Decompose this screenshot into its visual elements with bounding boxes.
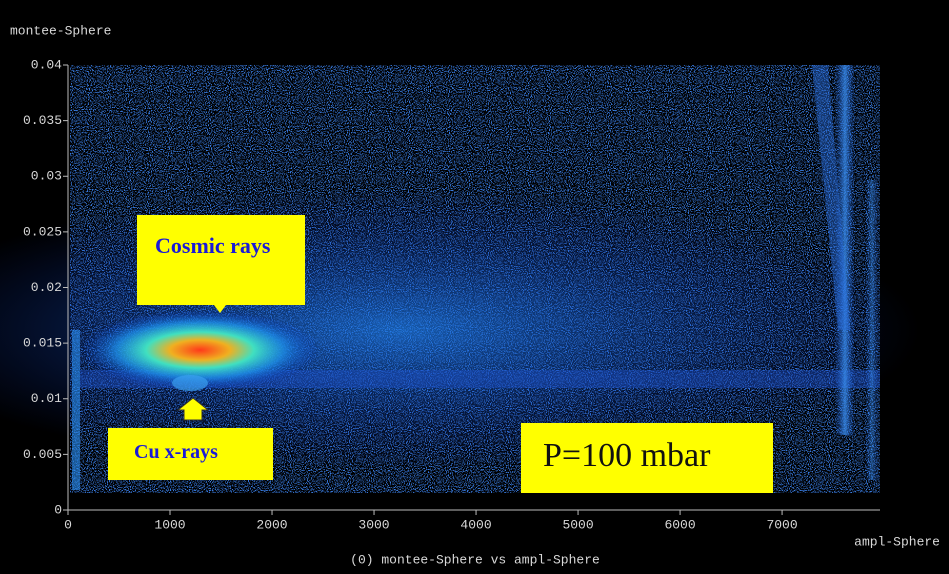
y-tick-label: 0 bbox=[54, 502, 62, 517]
x-tick-label: 1000 bbox=[154, 517, 185, 532]
x-axis-label: ampl-Sphere bbox=[854, 534, 940, 549]
y-tick-label: 0.01 bbox=[31, 391, 62, 406]
y-tick-label: 0.005 bbox=[23, 447, 62, 462]
annotation: Cu x-rays bbox=[108, 428, 273, 480]
y-axis-label: montee-Sphere bbox=[10, 23, 111, 38]
x-tick-label: 3000 bbox=[358, 517, 389, 532]
callout-pointer bbox=[214, 305, 226, 313]
y-tick-label: 0.035 bbox=[23, 113, 62, 128]
y-tick-label: 0.02 bbox=[31, 280, 62, 295]
annotation: P=100 mbar bbox=[521, 423, 773, 493]
x-tick-label: 6000 bbox=[664, 517, 695, 532]
arrow-icon bbox=[176, 397, 210, 421]
y-tick-label: 0.04 bbox=[31, 57, 62, 72]
annotation: Cosmic rays bbox=[137, 215, 305, 305]
y-tick-label: 0.015 bbox=[23, 336, 62, 351]
x-tick-label: 0 bbox=[64, 517, 72, 532]
x-tick-label: 4000 bbox=[460, 517, 491, 532]
x-tick-label: 5000 bbox=[562, 517, 593, 532]
y-tick-label: 0.025 bbox=[23, 224, 62, 239]
x-tick-label: 7000 bbox=[766, 517, 797, 532]
x-tick-label: 2000 bbox=[256, 517, 287, 532]
chart-title: (0) montee-Sphere vs ampl-Sphere bbox=[350, 552, 600, 567]
density-texture bbox=[0, 65, 920, 493]
y-tick-label: 0.03 bbox=[31, 169, 62, 184]
